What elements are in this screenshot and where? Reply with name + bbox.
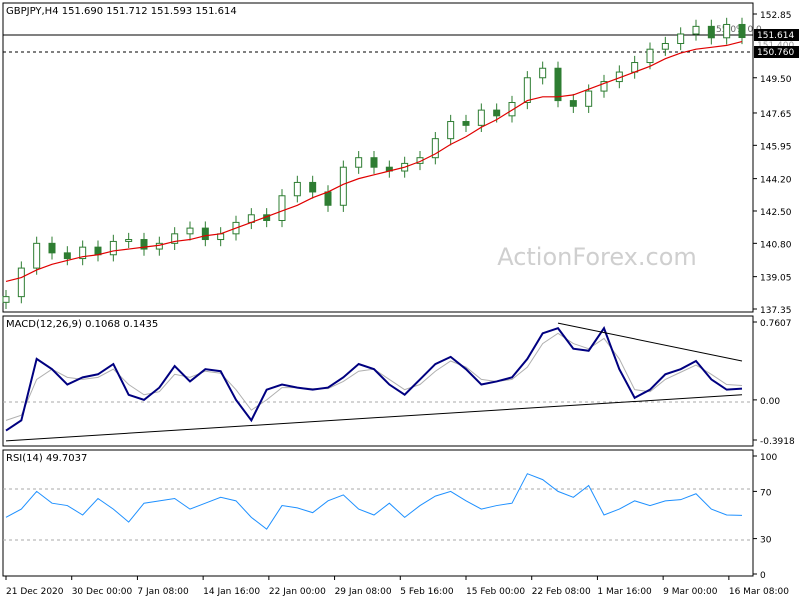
candle-body bbox=[585, 90, 593, 107]
macd-y-tick-label: -0.3918 bbox=[760, 437, 795, 447]
price-y-tick-label: 137.35 bbox=[760, 306, 792, 316]
candle-body bbox=[569, 100, 577, 107]
candle-body bbox=[355, 157, 363, 168]
candle-body bbox=[738, 23, 746, 39]
candle-body bbox=[677, 33, 685, 44]
candle-body bbox=[661, 43, 669, 50]
support-price-label: 150.760 bbox=[757, 48, 794, 58]
candle-body bbox=[293, 181, 301, 197]
candle-body bbox=[201, 227, 209, 241]
candle-body bbox=[723, 23, 731, 39]
price-y-tick-label: 139.05 bbox=[760, 274, 792, 284]
x-tick-label: 9 Mar 00:00 bbox=[663, 587, 718, 597]
price-y-tick-label: 149.50 bbox=[760, 75, 792, 85]
rsi-y-tick-label: 0 bbox=[760, 571, 766, 581]
price-y-tick-label: 147.65 bbox=[760, 110, 792, 120]
current-price-tag bbox=[754, 29, 799, 41]
candle-body bbox=[17, 267, 25, 298]
candle-body bbox=[324, 191, 332, 206]
rsi-y-axis: 100 70 30 0 bbox=[753, 453, 777, 581]
candle-body bbox=[600, 81, 608, 92]
candle-body bbox=[447, 121, 455, 140]
macd-trendlines bbox=[5, 322, 743, 442]
macd-panel-frame bbox=[2, 315, 754, 447]
price-y-axis: 152.85 149.50 147.65 145.95 144.20 142.50 140.… bbox=[753, 11, 792, 316]
macd-main-line bbox=[5, 326, 743, 432]
watermark: ActionForex.com bbox=[497, 243, 697, 271]
macd-y-tick-label: 0.7607 bbox=[760, 319, 792, 329]
candle-body bbox=[539, 67, 547, 79]
price-panel-frame bbox=[2, 2, 754, 313]
x-tick-label: 14 Jan 16:00 bbox=[203, 587, 260, 597]
candle-body bbox=[33, 242, 41, 269]
rsi-y-tick-label: 70 bbox=[760, 488, 772, 498]
candle-body bbox=[140, 239, 148, 250]
candle-body bbox=[462, 121, 470, 126]
candle-body bbox=[707, 25, 715, 39]
candle-body bbox=[477, 109, 485, 126]
sma-line bbox=[5, 41, 743, 282]
candle-body bbox=[125, 239, 133, 242]
price-panel-header: GBPJPY,H4 151.690 151.712 151.593 151.61… bbox=[6, 6, 237, 17]
rsi-panel-frame bbox=[2, 449, 754, 577]
candle-body bbox=[431, 138, 439, 159]
price-y-tick-label: 145.95 bbox=[760, 142, 792, 152]
macd-trendline bbox=[557, 322, 743, 362]
macd-panel-header: MACD(12,26,9) 0.1068 0.1435 bbox=[6, 319, 158, 330]
price-y-tick-label: 152.85 bbox=[760, 11, 792, 21]
candle-body bbox=[339, 166, 347, 206]
x-tick-label: 5 Feb 16:00 bbox=[400, 587, 454, 597]
x-tick-label: 16 Mar 08:00 bbox=[729, 587, 789, 597]
x-tick-label: 7 Jan 08:00 bbox=[137, 587, 189, 597]
x-tick-label: 22 Jan 00:00 bbox=[269, 587, 326, 597]
x-tick-label: 30 Dec 00:00 bbox=[72, 587, 133, 597]
candle-body bbox=[692, 25, 700, 35]
candle-body bbox=[171, 233, 179, 244]
candle-body bbox=[631, 62, 639, 73]
x-tick-label: 29 Jan 08:00 bbox=[335, 587, 392, 597]
x-axis: 21 Dec 2020 30 Dec 00:00 7 Jan 08:00 14 Jan… bbox=[5, 576, 789, 597]
candle-body bbox=[309, 181, 317, 193]
candles-group bbox=[2, 17, 746, 309]
candle-body bbox=[109, 240, 117, 256]
candle-body bbox=[94, 246, 102, 256]
candle-body bbox=[493, 109, 501, 117]
macd-signal-line bbox=[5, 332, 743, 421]
candle-body bbox=[79, 246, 87, 260]
rsi-panel-header: RSI(14) 49.7037 bbox=[6, 453, 87, 464]
support-price-tag bbox=[754, 46, 799, 58]
rsi-y-tick-label: 100 bbox=[760, 453, 777, 463]
candle-body bbox=[370, 157, 378, 168]
macd-y-axis: 0.7607 0.00 -0.3918 bbox=[753, 319, 795, 447]
candle-body bbox=[646, 48, 654, 64]
x-tick-label: 22 Feb 08:00 bbox=[532, 587, 591, 597]
x-tick-label: 21 Dec 2020 bbox=[6, 587, 64, 597]
macd-trendline bbox=[5, 394, 743, 442]
candle-body bbox=[523, 77, 531, 103]
candle-body bbox=[48, 242, 56, 254]
price-y-tick-label: 144.20 bbox=[760, 176, 792, 186]
candle-body bbox=[278, 195, 286, 222]
current-price-label: 151.614 bbox=[757, 31, 794, 41]
candle-body bbox=[186, 227, 194, 235]
candle-body bbox=[554, 67, 562, 102]
rsi-y-tick-label: 30 bbox=[760, 536, 772, 546]
price-y-tick-label: 142.50 bbox=[760, 208, 792, 218]
candle-body bbox=[63, 252, 71, 260]
x-tick-label: 15 Feb 00:00 bbox=[466, 587, 525, 597]
price-y-tick-label: 140.80 bbox=[760, 240, 792, 250]
rsi-line bbox=[5, 473, 743, 530]
macd-y-tick-label: 0.00 bbox=[760, 397, 780, 407]
candle-body bbox=[508, 102, 516, 117]
x-tick-label: 1 Mar 16:00 bbox=[597, 587, 652, 597]
candle-body bbox=[2, 296, 10, 303]
